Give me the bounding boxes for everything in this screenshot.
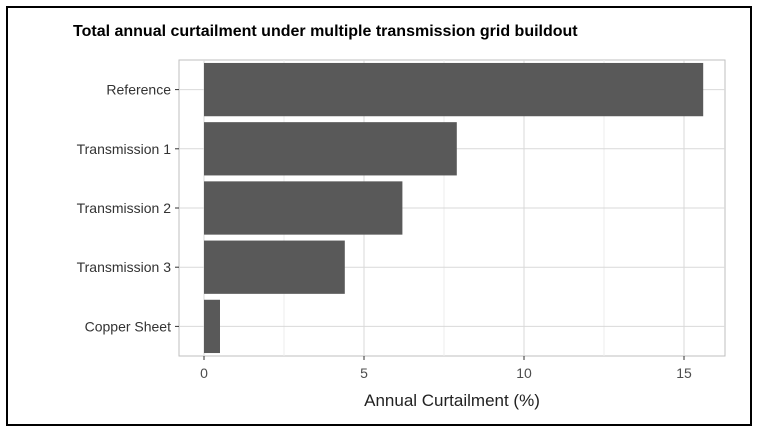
category-axis: Reference Transmission 1 Transmission 2 Tra… [77,82,179,334]
bar [204,62,704,117]
category-label: Transmission 3 [77,259,172,275]
bar [204,122,457,176]
value-tick-label: 5 [360,365,368,381]
chart-title: Total annual curtailment under multiple … [73,23,578,40]
bar [204,181,403,235]
value-tick-label: 10 [516,365,532,381]
bars [204,62,704,354]
x-axis-title: Annual Curtailment (%) [364,391,540,410]
value-tick-label: 15 [676,365,692,381]
category-label: Reference [106,82,171,98]
value-axis: 0 5 10 15 [200,356,692,381]
value-tick-label: 0 [200,365,208,381]
category-label: Transmission 1 [77,141,172,157]
bar [204,299,220,354]
category-label: Transmission 2 [77,200,172,216]
category-label: Copper Sheet [85,318,172,334]
bar [204,240,345,294]
